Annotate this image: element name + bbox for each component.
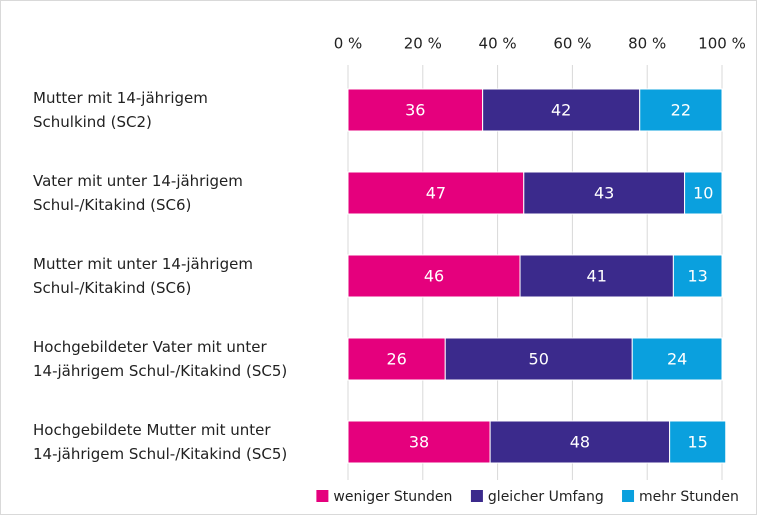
category-label: Hochgebildete Mutter mit unter 14-jährig… bbox=[33, 421, 288, 463]
data-label: 22 bbox=[671, 101, 691, 120]
x-tick-label: 40 % bbox=[479, 35, 517, 53]
data-label: 47 bbox=[426, 184, 446, 203]
legend-label: weniger Stunden bbox=[333, 489, 452, 505]
bar-segment bbox=[672, 254, 723, 298]
legend-swatch bbox=[622, 490, 635, 502]
bar-segment bbox=[684, 171, 723, 215]
bar-segment bbox=[347, 254, 521, 298]
x-tick-label: 20 % bbox=[404, 35, 442, 53]
data-label: 41 bbox=[587, 267, 607, 286]
x-tick-label: 60 % bbox=[553, 35, 591, 53]
data-label: 48 bbox=[570, 433, 590, 452]
data-label: 43 bbox=[594, 184, 614, 203]
data-label: 24 bbox=[667, 350, 687, 369]
data-label: 10 bbox=[693, 184, 713, 203]
legend-label: mehr Stunden bbox=[639, 489, 739, 505]
x-tick-label: 0 % bbox=[334, 35, 363, 53]
legend-label: gleicher Umfang bbox=[488, 489, 604, 505]
category-label: Vater mit unter 14-jährigem Schul-/Kitak… bbox=[33, 172, 243, 214]
data-label: 50 bbox=[529, 350, 549, 369]
category-label: Mutter mit unter 14-jährigem Schul-/Kita… bbox=[33, 255, 253, 297]
bar-segment bbox=[347, 420, 491, 464]
legend-swatch bbox=[470, 490, 483, 502]
x-tick-label: 100 % bbox=[698, 35, 746, 53]
bar-segment bbox=[631, 337, 723, 381]
bar-segment bbox=[482, 88, 641, 132]
data-label: 26 bbox=[386, 350, 406, 369]
data-label: 42 bbox=[551, 101, 571, 120]
data-label: 46 bbox=[424, 267, 444, 286]
category-label: Hochgebildeter Vater mit unter 14-jährig… bbox=[33, 338, 288, 380]
data-label: 15 bbox=[688, 433, 708, 452]
data-label: 36 bbox=[405, 101, 425, 120]
data-label: 13 bbox=[688, 267, 708, 286]
category-label: Mutter mit 14-jährigem Schulkind (SC2) bbox=[33, 89, 208, 131]
bar-segment bbox=[519, 254, 674, 298]
bar-segment bbox=[347, 88, 484, 132]
legend-swatch bbox=[316, 490, 329, 502]
bar-segment bbox=[669, 420, 727, 464]
data-label: 38 bbox=[409, 433, 429, 452]
bar-segment bbox=[639, 88, 723, 132]
bar-segment bbox=[347, 337, 446, 381]
bar-segment bbox=[444, 337, 633, 381]
bar-segment bbox=[489, 420, 671, 464]
x-tick-label: 80 % bbox=[628, 35, 666, 53]
